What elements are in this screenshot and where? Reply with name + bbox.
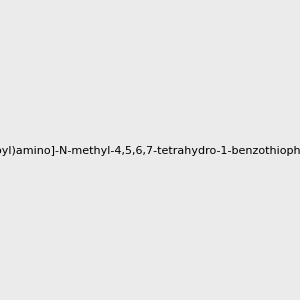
Text: 2-[(4-ethoxybenzoyl)amino]-N-methyl-4,5,6,7-tetrahydro-1-benzothiophene-3-carbox: 2-[(4-ethoxybenzoyl)amino]-N-methyl-4,5,… (0, 146, 300, 157)
